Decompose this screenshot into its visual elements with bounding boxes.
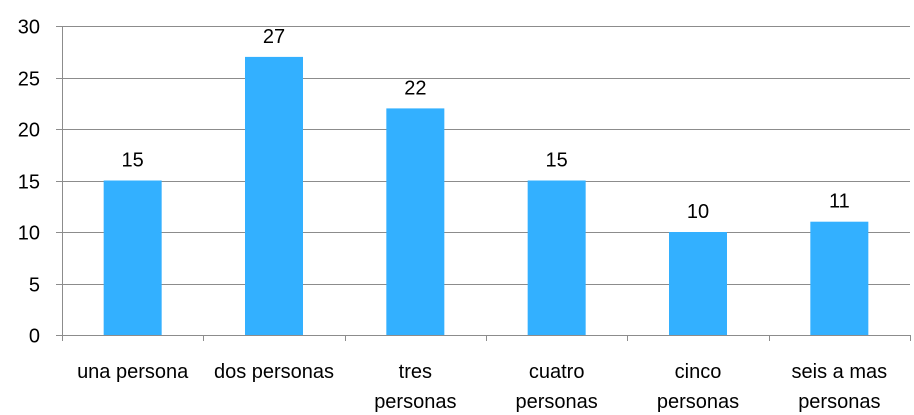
x-category-label: personas: [657, 391, 739, 413]
data-label: 10: [687, 201, 709, 223]
x-category-label: personas: [374, 391, 456, 413]
axes: [62, 26, 911, 341]
y-tick-label: 20: [18, 120, 40, 142]
x-category-label: personas: [798, 391, 880, 413]
y-tick-label: 15: [18, 172, 40, 194]
x-category-label: dos personas: [214, 361, 334, 383]
labels: 0 5 10 15 20 25 30 15 una persona 27 dos personas 2…: [18, 17, 887, 414]
y-tick-label: 30: [18, 17, 40, 39]
y-tick-label: 0: [29, 326, 40, 348]
x-category-label: una persona: [77, 361, 189, 383]
y-tick-label: 5: [29, 275, 40, 297]
data-label: 15: [122, 150, 144, 172]
bar: [527, 180, 586, 335]
x-category-label: cuatro: [529, 361, 585, 383]
bars: [103, 56, 869, 336]
bar: [669, 232, 727, 335]
x-category-label: personas: [516, 391, 598, 413]
bar: [245, 56, 303, 336]
y-tick-label: 10: [18, 223, 40, 245]
data-label: 27: [263, 26, 285, 48]
data-label: 15: [546, 150, 568, 172]
bar: [810, 221, 869, 335]
bar: [386, 108, 445, 336]
data-label: 11: [829, 191, 850, 213]
x-category-label: seis a mas: [792, 361, 888, 383]
y-tick-label: 25: [18, 69, 40, 91]
x-category-label: cinco: [675, 361, 722, 383]
bar: [103, 180, 162, 335]
gridlines: [56, 26, 910, 336]
data-label: 22: [404, 77, 426, 99]
x-category-label: tres: [399, 361, 432, 383]
